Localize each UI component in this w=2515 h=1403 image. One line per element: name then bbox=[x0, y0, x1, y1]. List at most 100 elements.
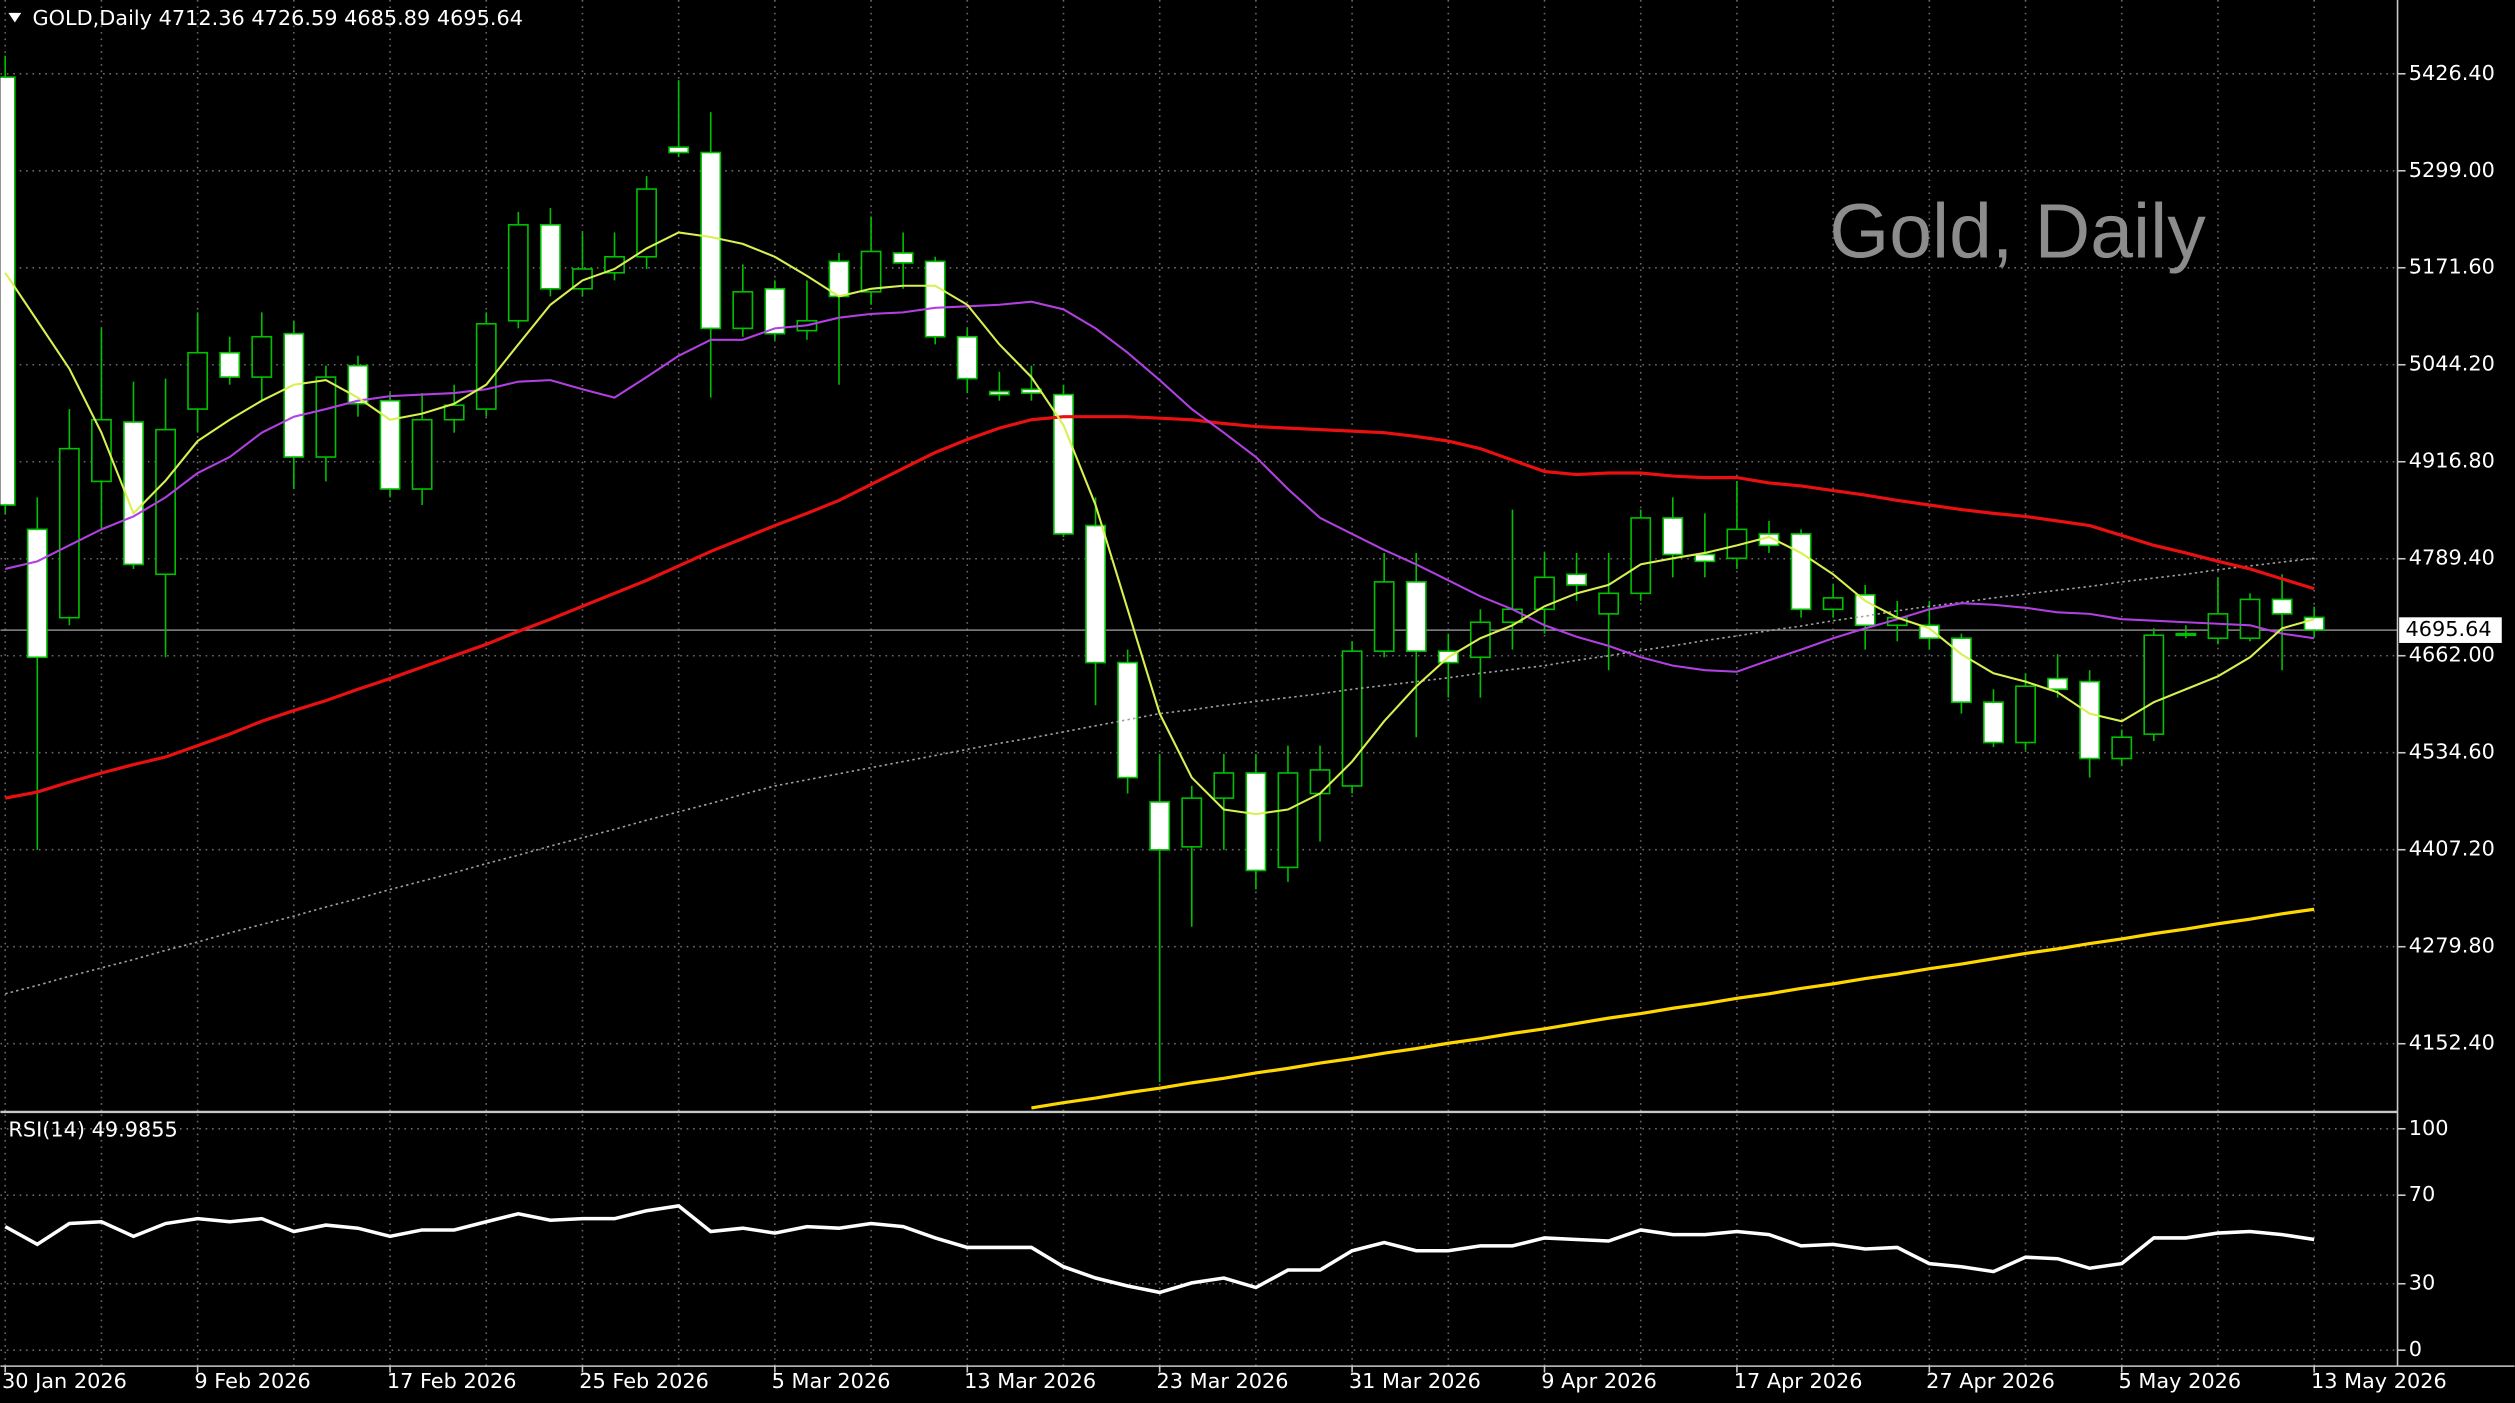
candle-body bbox=[1822, 597, 1844, 611]
candle-body bbox=[2047, 677, 2069, 691]
open-value: 4712.36 bbox=[159, 6, 245, 30]
candle-body bbox=[892, 252, 914, 264]
x-tick-label: 5 May 2026 bbox=[2119, 1369, 2242, 1393]
candle-body bbox=[1341, 650, 1363, 787]
rsi-panel bbox=[0, 1114, 2398, 1367]
y-tick-label: 30 bbox=[2409, 1271, 2436, 1295]
y-tick-label: 4662.00 bbox=[2409, 643, 2495, 667]
candle-body bbox=[26, 528, 48, 659]
y-tick-label: 100 bbox=[2409, 1116, 2449, 1140]
high-value: 4726.59 bbox=[251, 6, 337, 30]
y-tick-label: 0 bbox=[2409, 1337, 2422, 1361]
price-panel bbox=[0, 0, 2398, 1112]
x-tick-label: 25 Feb 2026 bbox=[579, 1369, 709, 1393]
candle-body bbox=[924, 260, 946, 338]
candle-body bbox=[1950, 637, 1972, 703]
candle-body bbox=[700, 151, 722, 330]
moving-average-line bbox=[1031, 907, 2315, 1110]
candle-body bbox=[1790, 533, 1812, 611]
candle-body bbox=[988, 390, 1010, 396]
candle-body bbox=[1309, 769, 1331, 795]
candle-body bbox=[1598, 592, 1620, 615]
candle-body bbox=[1662, 517, 1684, 556]
candle-body bbox=[2079, 680, 2101, 760]
y-tick-label: 4279.80 bbox=[2409, 934, 2495, 958]
moving-average-line bbox=[4, 415, 2315, 800]
candle-body bbox=[283, 332, 305, 458]
candle-body bbox=[187, 351, 209, 410]
candle-body bbox=[2175, 632, 2197, 637]
rsi-value: 49.9855 bbox=[92, 1117, 178, 1141]
candle-body bbox=[1469, 621, 1491, 659]
rsi-title: RSI(14) bbox=[8, 1117, 85, 1141]
symbol: GOLD,Daily bbox=[32, 6, 151, 30]
candle-body bbox=[860, 250, 882, 293]
candle-body bbox=[1694, 553, 1716, 563]
x-tick-label: 17 Feb 2026 bbox=[387, 1369, 517, 1393]
close-value: 4695.64 bbox=[437, 6, 523, 30]
x-tick-label: 23 Mar 2026 bbox=[1156, 1369, 1288, 1393]
candle-body bbox=[1149, 801, 1171, 851]
candle-body bbox=[507, 224, 529, 322]
candle-body bbox=[2271, 598, 2293, 615]
y-tick-label: 70 bbox=[2409, 1182, 2436, 1206]
moving-average-line bbox=[5, 557, 2315, 995]
candle-body bbox=[668, 146, 690, 154]
candle-body bbox=[636, 188, 658, 258]
x-tick-label: 5 Mar 2026 bbox=[772, 1369, 891, 1393]
x-tick-label: 13 Mar 2026 bbox=[964, 1369, 1096, 1393]
candle-body bbox=[1983, 701, 2004, 744]
candle-body bbox=[1373, 581, 1395, 652]
candle-body bbox=[1245, 772, 1267, 872]
candle-body bbox=[2239, 598, 2261, 640]
y-tick-label: 4407.20 bbox=[2409, 837, 2495, 861]
candle-body bbox=[475, 322, 497, 410]
rsi-line bbox=[4, 1203, 2315, 1295]
candle-body bbox=[1534, 576, 1555, 611]
candle-body bbox=[251, 335, 273, 378]
candle-body bbox=[1053, 393, 1074, 535]
y-tick-label: 4534.60 bbox=[2409, 740, 2495, 764]
candle-body bbox=[1277, 772, 1299, 869]
candle-body bbox=[443, 404, 465, 421]
candle-body bbox=[411, 418, 433, 490]
candle-body bbox=[379, 399, 401, 490]
candle-body bbox=[764, 287, 786, 335]
y-tick-label: 5171.60 bbox=[2409, 255, 2495, 279]
y-tick-label: 4916.80 bbox=[2409, 449, 2495, 473]
x-tick-label: 27 Apr 2026 bbox=[1926, 1369, 2055, 1393]
moving-average-line bbox=[4, 300, 2315, 673]
candle-body bbox=[2111, 736, 2133, 760]
candle-body bbox=[315, 376, 337, 458]
candle-body bbox=[123, 421, 144, 566]
y-tick-label: 4789.40 bbox=[2409, 546, 2495, 570]
watermark: Gold, Daily bbox=[1829, 189, 2206, 275]
candle-body bbox=[1181, 797, 1203, 848]
candle-body bbox=[2207, 613, 2229, 640]
current-price-label: 4695.64 bbox=[2406, 617, 2492, 641]
candle-body bbox=[58, 447, 80, 619]
price-label-box bbox=[2399, 617, 2502, 643]
candle-body bbox=[1630, 517, 1652, 595]
chart-header: GOLD,Daily 4712.36 4726.59 4685.89 4695.… bbox=[32, 6, 523, 30]
candle-body bbox=[1405, 581, 1427, 652]
menu-arrow[interactable] bbox=[8, 12, 22, 23]
low-value: 4685.89 bbox=[344, 6, 430, 30]
y-tick-label: 5426.40 bbox=[2409, 61, 2495, 85]
candle-body bbox=[219, 351, 241, 378]
x-tick-label: 17 Apr 2026 bbox=[1734, 1369, 1863, 1393]
x-tick-label: 30 Jan 2026 bbox=[2, 1369, 127, 1393]
y-tick-label: 5044.20 bbox=[2409, 352, 2495, 376]
candle-body bbox=[2015, 685, 2036, 744]
candle-body bbox=[732, 291, 754, 330]
candle-body bbox=[2143, 634, 2165, 735]
x-tick-label: 31 Mar 2026 bbox=[1349, 1369, 1481, 1393]
candle-body bbox=[1085, 524, 1106, 664]
candle-body bbox=[1918, 624, 1940, 640]
x-tick-label: 9 Apr 2026 bbox=[1541, 1369, 1657, 1393]
candle-body bbox=[0, 76, 16, 506]
y-tick-label: 4152.40 bbox=[2409, 1031, 2495, 1055]
x-tick-label: 13 May 2026 bbox=[2311, 1369, 2447, 1393]
